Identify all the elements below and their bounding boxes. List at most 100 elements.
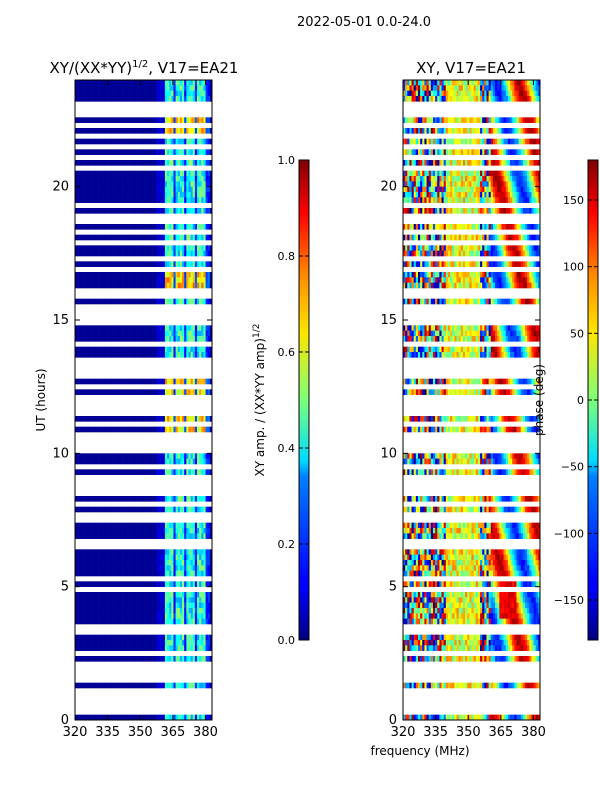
amplitude-cell (199, 250, 202, 257)
amplitude-cell (134, 560, 138, 566)
amplitude-cell (94, 602, 97, 609)
amplitude-cell (184, 336, 187, 342)
amplitude-cell (173, 597, 176, 603)
amplitude-cell (207, 176, 211, 182)
phase-cell (480, 90, 483, 97)
amplitude-cell (167, 197, 170, 203)
amplitude-cell (169, 261, 172, 267)
phase-cell (458, 192, 462, 198)
amplitude-cell (113, 234, 116, 241)
phase-cell (420, 176, 423, 182)
phase-cell (428, 170, 432, 177)
amplitude-cell (104, 352, 108, 358)
amplitude-cell (89, 656, 93, 662)
phase-cell (460, 208, 464, 214)
amplitude-cell (128, 453, 131, 459)
amplitude-cell (194, 682, 198, 689)
amplitude-cell (96, 85, 99, 91)
phase-cell (443, 80, 447, 86)
amplitude-cell (154, 160, 157, 166)
amplitude-cell (132, 634, 136, 641)
amplitude-cell (132, 170, 136, 177)
phase-cell (497, 208, 500, 214)
amplitude-cell (167, 714, 170, 721)
amplitude-cell (77, 346, 80, 353)
amplitude-cell (132, 117, 136, 123)
amplitude-cell (171, 618, 174, 625)
phase-cell (514, 181, 517, 187)
amplitude-cell (192, 85, 196, 91)
phase-cell (477, 160, 481, 166)
amplitude-cell (100, 597, 104, 603)
phase-cell (484, 224, 487, 230)
amplitude-cell (128, 560, 131, 566)
phase-cell (501, 149, 504, 155)
phase-cell (450, 224, 453, 230)
amplitude-cell (102, 128, 106, 134)
amplitude-cell (79, 522, 82, 529)
amplitude-cell (175, 138, 179, 145)
amplitude-cell (85, 261, 89, 267)
amplitude-cell (111, 682, 114, 689)
amplitude-cell (160, 352, 164, 358)
amplitude-cell (199, 645, 202, 651)
amplitude-cell (207, 618, 211, 625)
amplitude-cell (77, 608, 80, 614)
phase-cell (441, 90, 444, 97)
amplitude-cell (154, 128, 157, 134)
amplitude-cell (192, 613, 196, 619)
amplitude-cell (145, 528, 149, 534)
amplitude-cell (141, 570, 144, 577)
amplitude-cell (188, 176, 191, 182)
amplitude-cell (79, 234, 82, 241)
amplitude-cell (119, 138, 123, 145)
amplitude-cell (94, 496, 97, 502)
amplitude-cell (145, 597, 149, 603)
phase-cell (522, 224, 526, 230)
phase-cell (426, 138, 429, 145)
amplitude-cell (98, 117, 101, 123)
amplitude-cell (184, 224, 187, 230)
amplitude-cell (199, 496, 202, 502)
phase-cell (512, 197, 515, 203)
phase-cell (492, 96, 496, 102)
phase-cell (437, 85, 440, 91)
amplitude-cell (199, 560, 202, 566)
phase-cell (403, 138, 406, 145)
amplitude-cell (162, 389, 166, 395)
amplitude-cell (102, 597, 106, 603)
phase-cell (428, 138, 432, 145)
phase-cell (533, 117, 537, 123)
amplitude-cell (158, 298, 161, 305)
amplitude-cell (158, 277, 161, 283)
amplitude-cell (188, 458, 191, 465)
amplitude-cell (164, 330, 168, 337)
amplitude-cell (188, 298, 191, 305)
amplitude-cell (87, 453, 91, 459)
amplitude-cell (160, 597, 164, 603)
amplitude-cell (115, 325, 119, 331)
amplitude-cell (85, 549, 89, 555)
amplitude-cell (203, 245, 206, 251)
amplitude-cell (199, 640, 202, 646)
phase-cell (505, 186, 509, 193)
phase-cell (495, 138, 498, 145)
amplitude-cell (96, 426, 99, 433)
phase-cell (522, 138, 526, 145)
amplitude-cell (205, 581, 209, 587)
amplitude-cell (143, 272, 146, 278)
amplitude-cell (199, 149, 202, 155)
amplitude-cell (149, 453, 153, 459)
amplitude-cell (162, 234, 166, 241)
amplitude-cell (179, 613, 183, 619)
amplitude-cell (203, 597, 206, 603)
amplitude-cell (75, 336, 78, 342)
phase-cell (469, 90, 472, 97)
phase-cell (452, 117, 455, 123)
amplitude-cell (102, 282, 106, 289)
amplitude-cell (186, 608, 189, 614)
amplitude-cell (162, 426, 166, 433)
amplitude-cell (205, 634, 209, 641)
amplitude-cell (182, 645, 185, 651)
amplitude-cell (203, 261, 206, 267)
